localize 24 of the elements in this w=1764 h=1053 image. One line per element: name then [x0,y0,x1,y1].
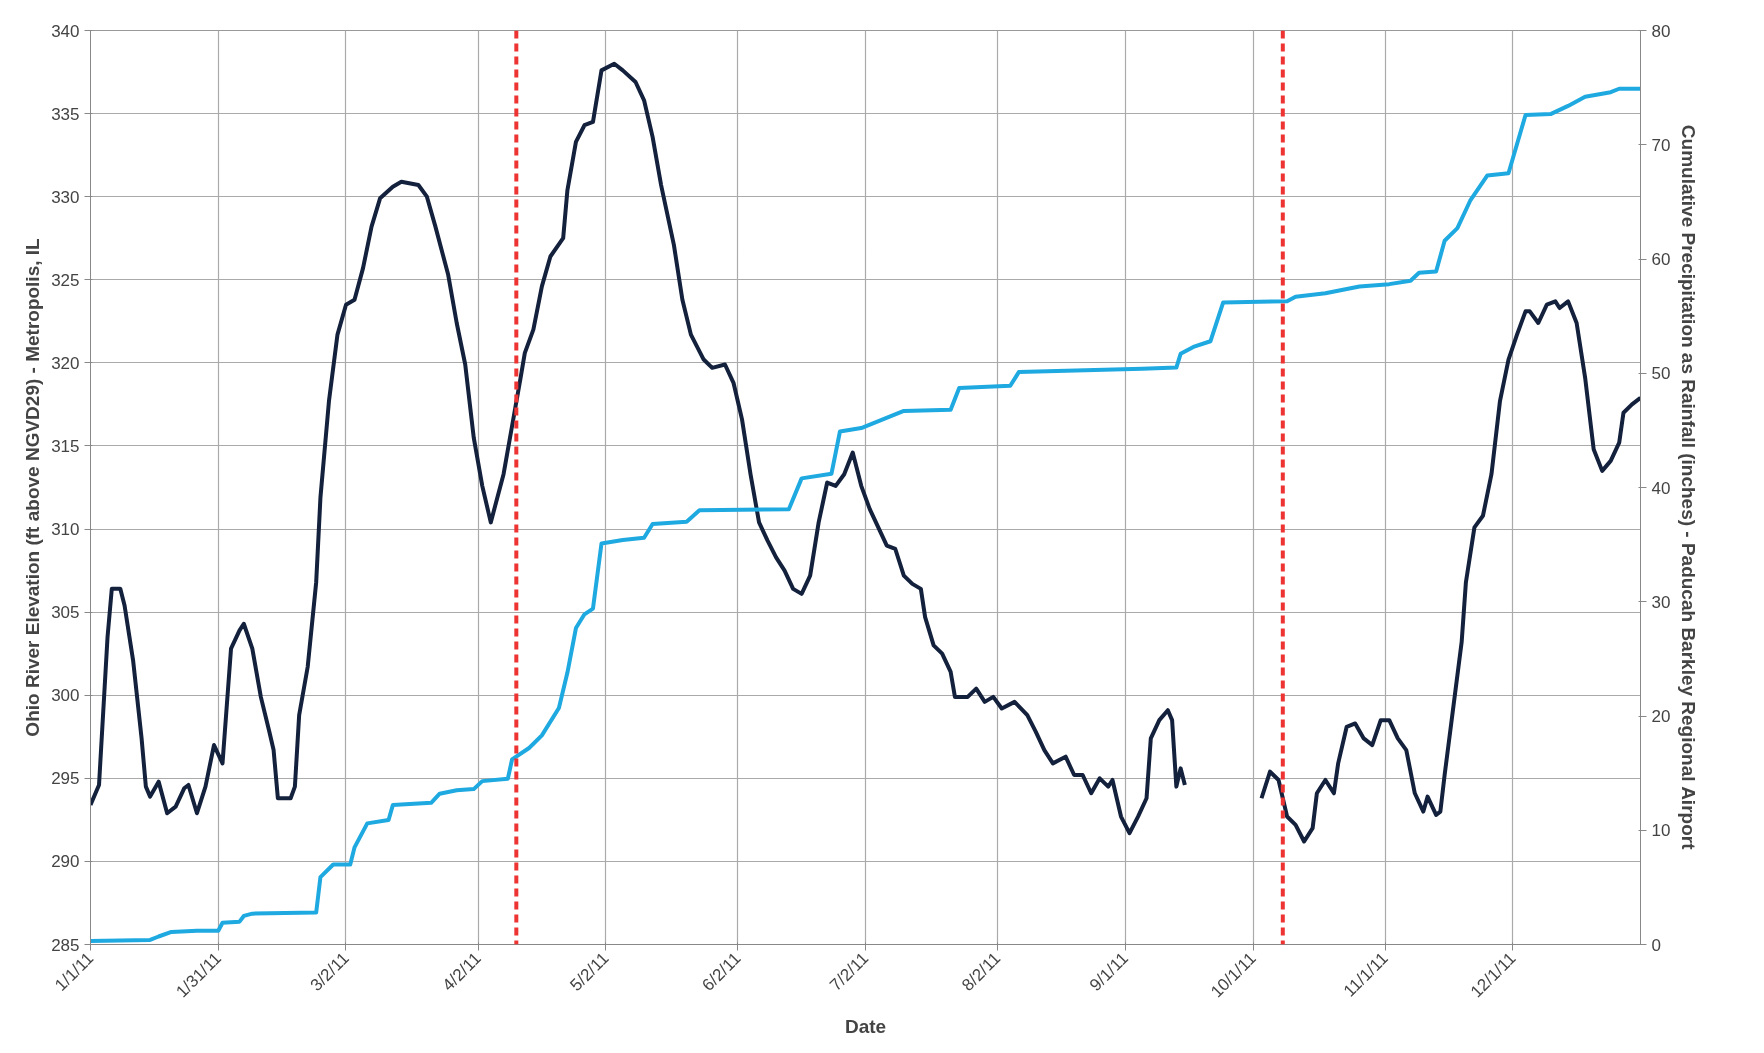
y2-tick-label: 30 [1651,592,1671,612]
y-tick-label: 325 [51,270,80,290]
y2-axis-title: Cumulative Precipitation as Rainfall (inches) - Paducah Barkley Regional Airport [1678,124,1700,851]
y-tick-label: 335 [51,104,80,124]
y2-tick-label: 60 [1651,250,1671,269]
y-tick-label: 285 [51,935,80,955]
y-tick-label: 305 [51,603,80,623]
y-tick-label: 300 [51,686,80,706]
y-tick-label: 340 [51,21,80,41]
y2-tick-label: 20 [1651,707,1671,726]
y2-tick-label: 80 [1651,21,1671,41]
y2-tick-label: 70 [1651,135,1671,155]
x-axis-title: Date [844,1016,887,1038]
y-tick-label: 320 [51,353,80,373]
y-tick-label: 330 [51,187,80,207]
y-tick-label: 295 [51,769,80,789]
y-axis-title: Ohio River Elevation (ft above NGVD29) - Metropolis, IL [22,237,44,737]
y2-tick-label: 50 [1651,364,1671,384]
y2-tick-label: 10 [1651,821,1671,841]
y2-tick-label: 0 [1651,935,1661,955]
y-tick-label: 290 [51,852,80,872]
y-tick-label: 310 [51,520,80,540]
y2-tick-label: 40 [1651,478,1671,498]
y-tick-label: 315 [51,436,80,456]
